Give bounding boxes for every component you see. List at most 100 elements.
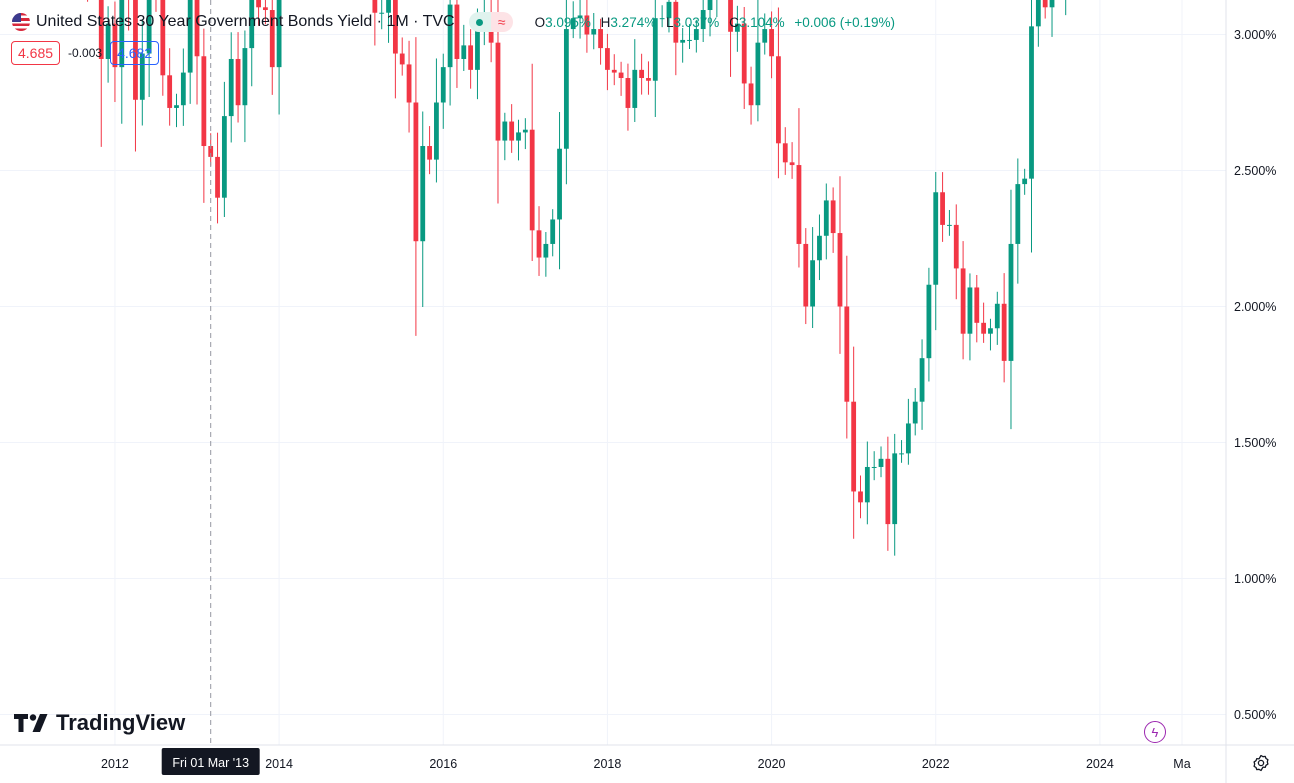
gear-icon[interactable] [1252,754,1270,772]
candle [276,0,282,115]
price-axis[interactable]: 0.500%1.000%1.500%2.000%2.500%3.000%3.50… [1206,0,1286,783]
market-status[interactable]: ≈ [468,12,513,32]
candle [680,28,686,63]
candle-body [208,146,214,157]
candle-body [892,453,898,525]
candle [926,267,932,382]
candle [639,53,645,95]
candle-body [1001,303,1007,361]
candle [427,126,432,175]
candle-body [803,243,809,307]
candle-body [844,306,850,402]
candle-body [912,401,918,424]
candle-body [557,148,562,220]
candle-body [495,42,501,141]
candle [509,104,515,153]
buy-button[interactable]: 4.682 [110,41,160,65]
candle-body [926,284,932,359]
candle [249,0,255,87]
market-open-dot-icon [468,12,491,32]
candle-body [228,58,234,117]
candle [269,0,275,95]
lightning-icon[interactable]: ϟ [1144,721,1166,743]
candle-body [899,453,904,455]
candle [817,214,822,281]
candle-body [994,303,1000,329]
y-tick-label: 1.000% [1234,572,1276,586]
candle [618,61,624,96]
x-tick-label: 2016 [429,757,457,771]
candle [133,0,138,152]
candle [953,204,959,300]
candle-body [680,39,686,43]
candle [789,142,795,179]
candle [796,108,802,268]
candle-body [502,121,508,141]
candle-body [427,146,432,160]
candle [1042,0,1048,19]
candle-body [1049,0,1055,8]
candle-body [817,235,822,261]
candle [242,30,248,143]
candle-body [550,219,556,244]
candle-body [440,67,446,103]
candle [734,5,740,52]
candle-body [673,1,679,43]
candle [1001,273,1007,383]
x-tick-label: Ma [1173,757,1190,771]
candle-body [269,10,275,68]
candle [235,32,241,123]
symbol-title[interactable]: United States 30 Year Government Bonds Y… [36,13,455,30]
candle [905,398,911,465]
candle-body [905,423,911,454]
candle-body [584,15,590,35]
candle-body [830,200,836,234]
quote-panel: 4.685 -0.003 4.682 [11,41,160,65]
candle-body [276,0,282,68]
candle-body [139,53,145,100]
tradingview-logo[interactable]: TradingView [14,710,185,736]
candle-body [625,78,631,108]
ohlc-low: 3.037% [673,14,720,30]
candle-body [666,1,672,19]
candle [1015,158,1021,284]
candle [659,5,665,28]
candle [228,32,234,143]
candle-body [693,29,699,40]
sell-button[interactable]: 4.685 [11,41,61,65]
candle [762,13,768,55]
candle [98,0,104,147]
candle [256,0,261,26]
candle-body [782,143,788,163]
candle [215,132,220,224]
candle-body [468,45,474,70]
candle-body [180,72,186,106]
candle-body [988,328,993,334]
candle-body [133,0,138,100]
candle [885,436,891,551]
candle [646,61,651,95]
candle-body [249,0,255,49]
candle [782,127,788,175]
candle [263,0,268,25]
candle-body [748,83,754,106]
candle [755,0,761,122]
candle [605,33,610,91]
candle [577,0,583,39]
candle-body [632,69,638,108]
candle [543,232,549,277]
candle-body [974,287,980,323]
candle-body [762,29,768,43]
candle [700,0,706,43]
candle [871,451,877,481]
candle [461,24,467,71]
candle-body [796,165,802,244]
logo-text: TradingView [56,710,186,735]
time-axis[interactable]: 2012 2014 2016 2018 2020 2022 2024 Ma Fri 01 Mar… [0,744,1294,775]
candle [1008,189,1014,430]
candles [87,0,1067,556]
candle-body [174,105,179,108]
candle-body [837,233,843,307]
x-tick-label: 2024 [1086,757,1114,771]
